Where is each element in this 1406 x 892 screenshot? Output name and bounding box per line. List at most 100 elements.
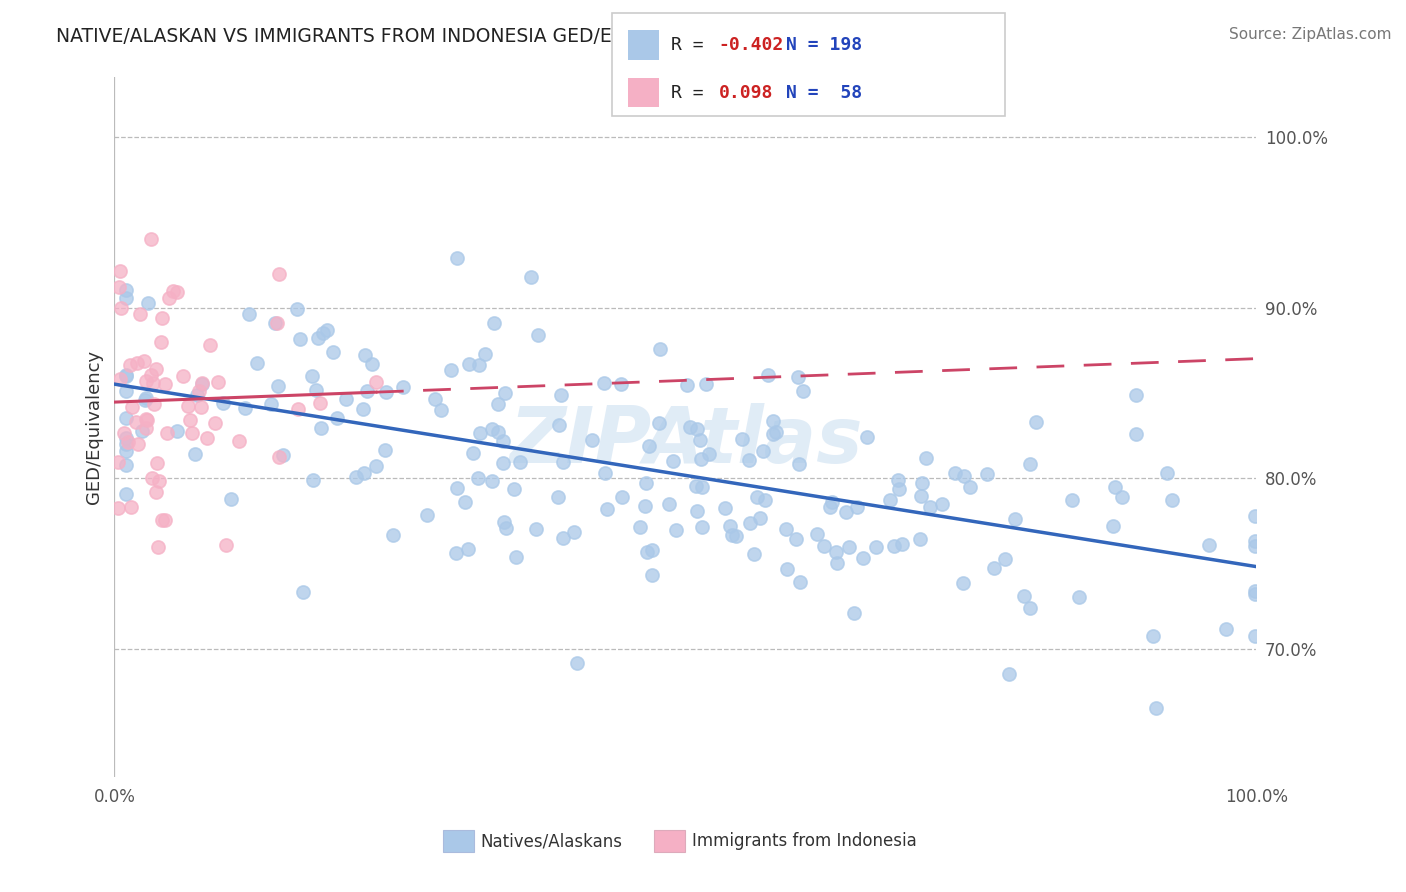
Point [307,330,329,344]
Point [690,480,713,494]
Point [129,307,152,321]
Point [266,316,288,330]
Point [813,539,835,553]
Point [233,401,256,415]
Point [457,357,479,371]
Point [107,501,129,516]
Point [920,500,942,514]
Point [312,326,335,341]
Point [641,567,664,582]
Point [910,489,932,503]
Point [267,379,290,393]
Point [658,497,681,511]
Point [179,412,201,426]
Point [931,497,953,511]
Point [756,368,779,383]
Point [145,456,167,470]
Point [1244,583,1267,598]
Point [114,431,136,445]
Point [825,556,848,570]
Point [976,467,998,481]
Point [775,522,797,536]
Point [356,384,378,399]
Point [1244,539,1267,553]
Point [114,291,136,305]
Point [842,607,865,621]
Point [136,296,159,310]
Point [509,455,531,469]
Point [120,359,142,373]
Point [114,368,136,382]
Point [153,513,176,527]
Point [713,500,735,515]
Point [593,466,616,480]
Point [139,231,162,245]
Point [679,420,702,434]
Point [344,470,367,484]
Point [114,368,136,383]
Point [316,323,339,337]
Point [806,527,828,541]
Point [865,540,887,554]
Point [125,356,148,370]
Point [470,425,492,440]
Point [177,399,200,413]
Point [353,466,375,480]
Text: R =: R = [671,36,714,54]
Point [219,491,242,506]
Point [186,388,208,402]
Point [1161,492,1184,507]
Point [648,343,671,357]
Point [308,396,330,410]
Point [112,425,135,440]
Point [446,251,468,265]
Point [114,410,136,425]
Point [835,505,858,519]
Point [550,388,572,402]
Text: R =: R = [671,84,714,102]
Point [821,495,844,509]
Point [430,403,453,417]
Point [125,415,148,429]
Y-axis label: GED/Equivalency: GED/Equivalency [86,350,103,504]
Point [547,418,569,433]
Point [145,362,167,376]
Point [491,434,513,449]
Point [754,492,776,507]
Point [374,442,396,457]
Point [416,508,439,523]
Point [718,519,741,533]
Text: N = 198: N = 198 [786,36,862,54]
Point [238,307,260,321]
Point [553,531,575,545]
Point [911,475,934,490]
Point [141,376,163,390]
Point [1004,511,1026,525]
Text: -0.402: -0.402 [718,36,783,54]
Point [628,520,651,534]
Point [494,516,516,530]
Point [852,550,875,565]
Point [1142,629,1164,643]
Point [481,475,503,489]
Point [737,453,759,467]
Point [198,338,221,352]
Point [190,377,212,392]
Point [135,421,157,435]
Point [467,471,489,485]
Point [188,384,211,399]
Point [1111,490,1133,504]
Point [765,425,787,439]
Point [301,369,323,384]
Point [1244,533,1267,548]
Point [551,455,574,469]
Point [150,513,173,527]
Point [446,481,468,495]
Point [637,438,659,452]
Point [1025,415,1047,429]
Text: Immigrants from Indonesia: Immigrants from Indonesia [692,832,917,850]
Point [595,501,617,516]
Point [562,524,585,539]
Point [364,375,387,389]
Text: NATIVE/ALASKAN VS IMMIGRANTS FROM INDONESIA GED/EQUIVALENCY CORRELATION CHART: NATIVE/ALASKAN VS IMMIGRANTS FROM INDONE… [56,27,941,45]
